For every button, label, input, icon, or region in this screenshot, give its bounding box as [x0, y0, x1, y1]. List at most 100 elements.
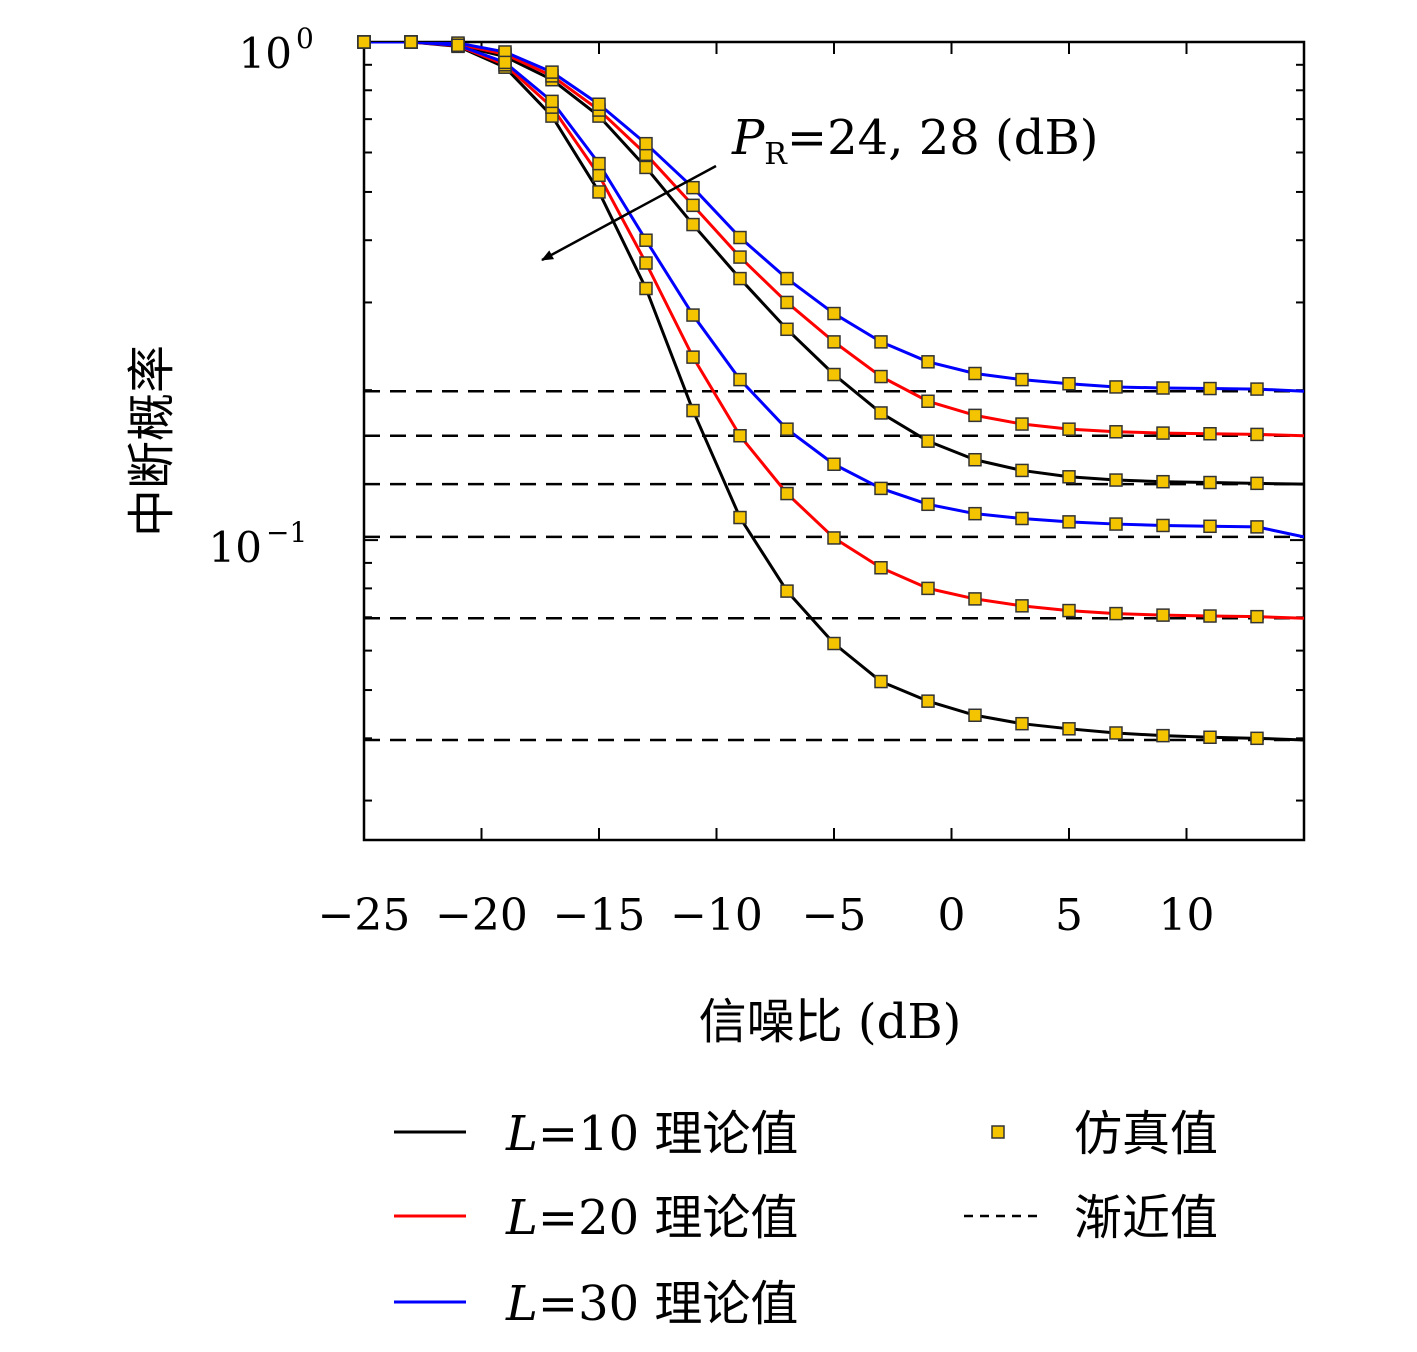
- y-axis-ticks: [364, 41, 1304, 802]
- marker-s3-11: [874, 674, 888, 689]
- marker-s1-10: [827, 335, 841, 349]
- marker-s1-17: [1156, 426, 1170, 440]
- marker-s2-18: [1203, 381, 1217, 396]
- marker-s3-16: [1109, 726, 1123, 740]
- asymptote-lines: [364, 389, 1304, 742]
- legend: L=10 理论值 L=20 理论值 L=30 理论值 仿真值 渐近值: [394, 1106, 1218, 1332]
- marker-s5-5: [592, 156, 606, 171]
- marker-s4-13: [968, 592, 982, 606]
- marker-s2-12: [921, 355, 935, 369]
- marker-s5-9: [780, 422, 794, 436]
- marker-s2-9: [780, 271, 794, 286]
- marker-s0-17: [1156, 474, 1170, 489]
- x-tick-label--5: −5: [802, 890, 867, 941]
- annotation-label: PR=24, 28 (dB): [731, 110, 1099, 172]
- marker-s3-15: [1062, 722, 1076, 736]
- legend-item-asymptote: 渐近值: [964, 1190, 1218, 1246]
- x-tick-label--10: −10: [670, 890, 763, 941]
- marker-s2-7: [686, 180, 700, 195]
- marker-s3-8: [733, 510, 747, 525]
- marker-s2-15: [1062, 377, 1076, 391]
- y-tick-label-0.1-exponent: −1: [266, 516, 307, 549]
- x-tick-label-0: 0: [938, 890, 966, 941]
- marker-s5-0: [357, 35, 371, 49]
- marker-s5-7: [686, 308, 700, 322]
- marker-s1-15: [1062, 422, 1076, 436]
- marker-s1-11: [874, 369, 888, 384]
- marker-s3-12: [921, 694, 935, 708]
- marker-s1-18: [1203, 427, 1217, 441]
- marker-s3-10: [827, 636, 841, 651]
- curve-P_R24-0: [364, 42, 1304, 486]
- marker-s0-8: [733, 271, 747, 286]
- marker-s0-7: [686, 217, 700, 232]
- legend-label-asymptote: 渐近值: [1074, 1190, 1218, 1246]
- marker-s5-19: [1250, 520, 1264, 534]
- marker-s4-11: [874, 561, 888, 575]
- x-tick-label--15: −15: [553, 890, 646, 941]
- x-tick-label-5: 5: [1055, 890, 1083, 941]
- marker-s5-13: [968, 506, 982, 521]
- marker-s5-3: [498, 55, 512, 70]
- marker-s3-6: [639, 281, 653, 296]
- marker-s4-6: [639, 256, 653, 270]
- y-tick-label-0.1: 10: [209, 523, 262, 572]
- marker-s3-18: [1203, 730, 1217, 744]
- marker-s5-4: [545, 94, 559, 109]
- marker-s1-14: [1015, 417, 1029, 431]
- marker-s5-18: [1203, 519, 1217, 534]
- marker-s4-14: [1015, 599, 1029, 613]
- marker-s0-19: [1250, 476, 1264, 491]
- y-tick-label-1-exponent: 0: [296, 22, 314, 55]
- marker-s2-8: [733, 230, 747, 245]
- marker-s2-14: [1015, 372, 1029, 387]
- legend-item-l20: L=20 理论值: [394, 1190, 798, 1246]
- marker-s1-19: [1250, 427, 1264, 442]
- marker-s4-7: [686, 350, 700, 364]
- marker-s5-12: [921, 497, 935, 512]
- marker-s3-7: [686, 403, 700, 418]
- marker-s4-12: [921, 581, 935, 596]
- marker-s2-5: [592, 97, 606, 111]
- marker-s4-8: [733, 428, 747, 443]
- marker-s0-9: [780, 322, 794, 337]
- marker-s3-13: [968, 708, 982, 723]
- x-tick-label-10: 10: [1159, 890, 1215, 941]
- marker-s0-11: [874, 406, 888, 420]
- marker-s5-16: [1109, 517, 1123, 531]
- legend-item-l10: L=10 理论值: [394, 1106, 798, 1162]
- marker-s3-19: [1250, 731, 1264, 746]
- legend-label-l10: L=10 理论值: [505, 1106, 798, 1162]
- marker-s4-17: [1156, 608, 1170, 622]
- marker-s2-11: [874, 335, 888, 349]
- legend-label-simulation: 仿真值: [1074, 1106, 1218, 1162]
- marker-s0-15: [1062, 470, 1076, 484]
- marker-s3-5: [592, 185, 606, 199]
- marker-s4-9: [780, 486, 794, 501]
- x-axis-title: 信噪比 (dB): [699, 994, 962, 1050]
- marker-s1-13: [968, 408, 982, 423]
- marker-s5-10: [827, 457, 841, 472]
- marker-s1-12: [921, 394, 935, 409]
- marker-s2-17: [1156, 381, 1170, 395]
- marker-s5-8: [733, 372, 747, 387]
- legend-item-l30: L=30 理论值: [394, 1276, 798, 1332]
- marker-s0-13: [968, 452, 982, 467]
- marker-s5-14: [1015, 511, 1029, 526]
- marker-s5-15: [1062, 515, 1076, 529]
- marker-s1-16: [1109, 425, 1123, 439]
- marker-s2-13: [968, 366, 982, 381]
- marker-s3-14: [1015, 716, 1029, 731]
- legend-swatch-simulation: [991, 1125, 1005, 1139]
- marker-s0-16: [1109, 473, 1123, 487]
- marker-s5-11: [874, 481, 888, 496]
- marker-s1-9: [780, 295, 794, 310]
- marker-s5-1: [404, 35, 418, 49]
- marker-s2-10: [827, 306, 841, 321]
- marker-s5-17: [1156, 518, 1170, 533]
- marker-s4-10: [827, 531, 841, 545]
- marker-s0-14: [1015, 463, 1029, 478]
- marker-s4-5: [592, 168, 606, 183]
- marker-s5-6: [639, 233, 653, 247]
